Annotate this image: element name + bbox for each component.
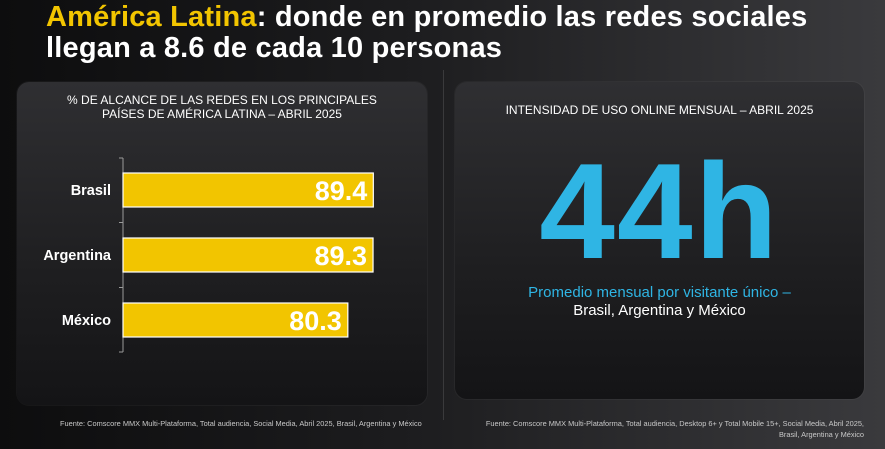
category-label: Brasil — [71, 183, 111, 199]
source-note-right-line1: Fuente: Comscore MMX Multi-Plataforma, T… — [485, 419, 864, 428]
monthly-hours-figure: 44h — [539, 135, 780, 287]
reach-chart-panel: % DE ALCANCE DE LAS REDES EN LOS PRINCIP… — [17, 82, 427, 405]
chart-title-line1: % DE ALCANCE DE LAS REDES EN LOS PRINCIP… — [67, 93, 377, 107]
reach-bar-chart: 89.4 Brasil 89.3 Argentina 80.3 México — [43, 157, 374, 353]
data-label: 89.3 — [314, 241, 367, 271]
chart-title-line2: PAÍSES DE AMÉRICA LATINA – ABRIL 2025 — [102, 107, 342, 121]
usage-title: INTENSIDAD DE USO ONLINE MENSUAL – ABRIL… — [505, 103, 814, 117]
divider — [443, 70, 444, 420]
usage-caption-line2: Brasil, Argentina y México — [573, 302, 746, 319]
source-note-left: Fuente: Comscore MMX Multi-Plataforma, T… — [60, 419, 422, 428]
page-title: América Latina: donde en promedio las re… — [46, 2, 866, 64]
category-label: México — [62, 313, 111, 329]
source-note-right-line2: Brasil, Argentina y México — [778, 430, 864, 439]
chart-title: % DE ALCANCE DE LAS REDES EN LOS PRINCIP… — [17, 93, 427, 121]
page-title-rest: : donde en promedio las redes sociales l… — [46, 1, 808, 64]
usage-intensity-panel: INTENSIDAD DE USO ONLINE MENSUAL – ABRIL… — [455, 82, 864, 399]
data-label: 89.4 — [315, 176, 368, 206]
usage-caption-line1: Promedio mensual por visitante único – — [528, 284, 791, 301]
bar-argentina — [122, 237, 374, 273]
page-title-accent: América Latina — [46, 1, 257, 33]
category-label: Argentina — [43, 248, 112, 264]
bar-brasil — [122, 172, 374, 208]
source-note-right: Fuente: Comscore MMX Multi-Plataforma, T… — [460, 418, 864, 440]
bar-méxico — [122, 302, 349, 338]
data-label: 80.3 — [289, 306, 342, 336]
